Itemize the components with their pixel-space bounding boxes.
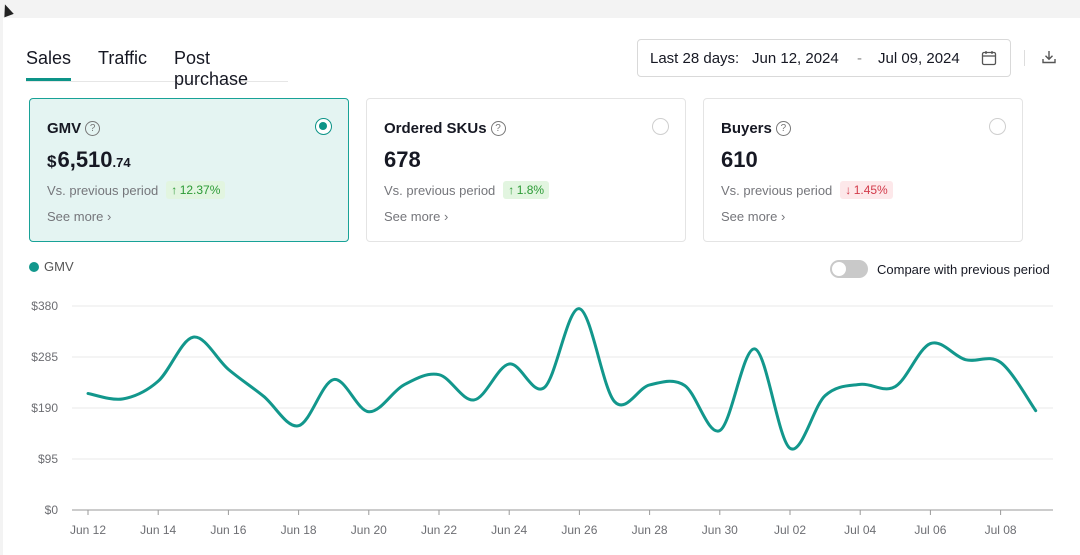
y-tick-label: $380	[31, 299, 58, 313]
x-tick-label: Jul 04	[844, 523, 876, 537]
compare-toggle-label: Compare with previous period	[877, 262, 1050, 277]
tab-post-purchase[interactable]: Post purchase	[174, 48, 249, 89]
date-range-separator: -	[857, 50, 862, 67]
x-tick-label: Jun 26	[561, 523, 597, 537]
tab-bar: Sales Traffic Post purchase	[26, 30, 288, 89]
tab-traffic[interactable]: Traffic	[98, 48, 148, 68]
card-value: $6,510.74	[47, 147, 131, 172]
help-icon[interactable]: ?	[775, 121, 791, 136]
gmv-series-line	[86, 307, 1038, 451]
metric-card-ordered-skus[interactable]: Ordered SKUs? 678 Vs. previous period ↑ 1…	[366, 98, 686, 242]
x-tick-label: Jun 20	[351, 523, 387, 537]
change-badge: ↑ 1.8%	[503, 181, 550, 199]
x-tick-label: Jul 02	[774, 523, 806, 537]
metric-card-gmv[interactable]: GMV? $6,510.74 Vs. previous period ↑ 12.3…	[29, 98, 349, 242]
legend-dot-icon	[29, 261, 39, 272]
card-radio[interactable]	[315, 118, 332, 135]
x-tick-label: Jul 08	[985, 523, 1017, 537]
y-tick-label: $190	[31, 401, 58, 415]
metric-card-buyers[interactable]: Buyers? 610 Vs. previous period ↓ 1.45% S…	[703, 98, 1023, 242]
compare-toggle[interactable]	[830, 260, 868, 278]
x-tick-label: Jun 14	[140, 523, 176, 537]
see-more-link[interactable]: See more ›	[384, 209, 449, 224]
tab-sales[interactable]: Sales	[26, 48, 72, 81]
card-title: GMV?	[47, 120, 101, 137]
y-tick-label: $285	[31, 350, 58, 364]
y-tick-label: $95	[38, 452, 58, 466]
card-title: Ordered SKUs?	[384, 120, 506, 137]
chevron-right-icon: ›	[107, 209, 112, 224]
card-compare: Vs. previous period ↑ 1.8%	[384, 181, 550, 199]
chevron-right-icon: ›	[444, 209, 449, 224]
x-tick-label: Jun 24	[491, 523, 527, 537]
card-value: 610	[721, 147, 758, 172]
card-radio[interactable]	[652, 118, 669, 135]
legend-label: GMV	[44, 259, 74, 274]
see-more-link[interactable]: See more ›	[47, 209, 112, 224]
card-compare: Vs. previous period ↑ 12.37%	[47, 181, 226, 199]
date-range-prefix: Last 28 days:	[650, 50, 740, 67]
card-compare: Vs. previous period ↓ 1.45%	[721, 181, 893, 199]
x-tick-label: Jul 06	[914, 523, 946, 537]
x-tick-label: Jun 12	[70, 523, 106, 537]
date-range-end[interactable]: Jul 09, 2024	[878, 50, 960, 67]
help-icon[interactable]: ?	[85, 121, 101, 136]
chart-legend: GMV	[29, 259, 74, 274]
download-icon[interactable]	[1041, 49, 1057, 65]
x-tick-label: Jun 22	[421, 523, 457, 537]
date-range-picker[interactable]: Last 28 days: Jun 12, 2024 - Jul 09, 202…	[637, 39, 1011, 77]
card-radio[interactable]	[989, 118, 1006, 135]
date-range-start[interactable]: Jun 12, 2024	[752, 50, 839, 67]
change-badge: ↓ 1.45%	[840, 181, 893, 199]
chevron-right-icon: ›	[781, 209, 786, 224]
x-tick-label: Jun 28	[632, 523, 668, 537]
y-tick-label: $0	[45, 503, 59, 517]
x-tick-label: Jun 18	[281, 523, 317, 537]
divider	[1024, 50, 1025, 66]
card-title: Buyers?	[721, 120, 791, 137]
card-value: 678	[384, 147, 421, 172]
help-icon[interactable]: ?	[490, 121, 506, 136]
see-more-link[interactable]: See more ›	[721, 209, 786, 224]
change-badge: ↑ 12.37%	[166, 181, 226, 199]
calendar-icon[interactable]	[981, 50, 997, 66]
x-tick-label: Jun 30	[702, 523, 738, 537]
x-tick-label: Jun 16	[210, 523, 246, 537]
